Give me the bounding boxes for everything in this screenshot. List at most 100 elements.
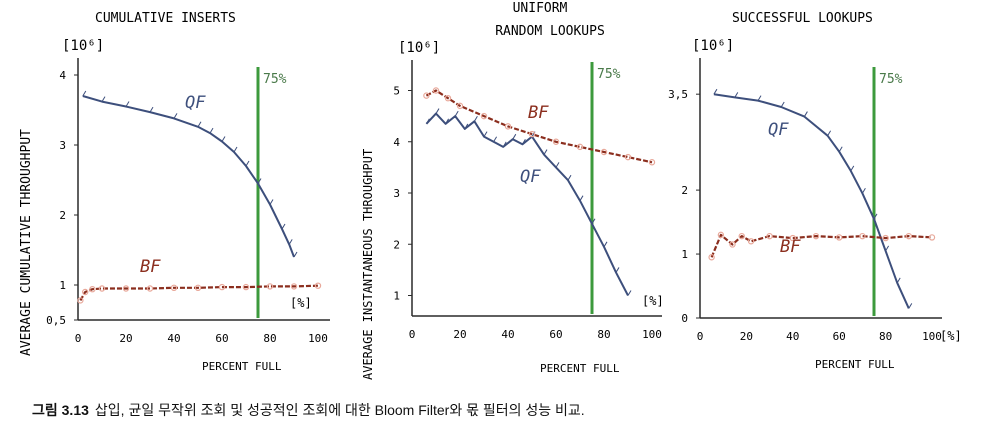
data-point-qf xyxy=(512,133,517,140)
x-axis-label: PERCENT FULL xyxy=(202,360,282,373)
y-tick-label: 2 xyxy=(393,238,400,251)
x-unit-label: [%] xyxy=(642,294,664,308)
data-point-bf xyxy=(708,254,715,261)
series-line-bf xyxy=(425,89,653,164)
series-line-qf xyxy=(425,112,629,296)
y-unit-label: [10⁶] xyxy=(398,40,440,56)
data-point-bf xyxy=(444,94,452,102)
data-point-bf xyxy=(122,285,130,292)
figure-caption-text: 삽입, 균일 무작위 조회 및 성공적인 조회에 대한 Bloom Filter… xyxy=(94,402,585,418)
data-point-bf xyxy=(717,231,725,239)
data-point-qf xyxy=(82,90,87,97)
data-point-bf xyxy=(146,285,154,292)
x-unit-label: [%] xyxy=(940,329,962,343)
data-point-qf xyxy=(603,241,608,248)
data-point-bf xyxy=(194,284,202,291)
x-tick-label: 80 xyxy=(879,330,892,343)
data-point-qf xyxy=(850,165,855,172)
data-point-bf xyxy=(89,286,96,293)
data-point-bf xyxy=(729,241,736,248)
y-unit-label: [10⁶] xyxy=(692,38,734,54)
data-point-bf xyxy=(552,138,560,145)
data-point-bf xyxy=(290,283,298,290)
data-point-qf xyxy=(838,146,843,152)
data-point-qf xyxy=(780,101,785,108)
x-tick-label: 60 xyxy=(833,330,846,343)
data-point-qf xyxy=(734,92,739,98)
y-axis-label: AVERAGE INSTANTANEOUS THROUGHPUT xyxy=(361,149,375,380)
threshold-label: 75% xyxy=(597,67,621,82)
x-unit-label: [%] xyxy=(290,296,312,310)
data-point-qf xyxy=(885,245,890,252)
data-point-qf xyxy=(101,96,106,102)
data-point-bf xyxy=(77,297,84,304)
data-point-bf xyxy=(859,232,866,240)
data-point-qf xyxy=(197,121,202,128)
x-tick-label: 100 xyxy=(922,330,942,343)
series-line-bf xyxy=(710,233,933,258)
data-point-qf xyxy=(435,108,440,114)
data-point-qf xyxy=(173,113,178,119)
chart-title: SUCCESSFUL LOOKUPS xyxy=(732,11,873,26)
data-point-qf xyxy=(245,160,250,167)
data-point-qf xyxy=(293,251,298,258)
y-axis-label: AVERAGE CUMULATIVE THROUGHPUT xyxy=(19,129,34,356)
data-point-bf xyxy=(905,232,913,240)
data-point-bf xyxy=(314,282,322,289)
threshold-label: 75% xyxy=(879,72,903,87)
figure-caption: 그림 3.13 삽입, 균일 무작위 조회 및 성공적인 조회에 대한 Bloom… xyxy=(32,400,585,420)
y-tick-label: 2 xyxy=(681,184,688,197)
data-point-qf xyxy=(281,223,286,230)
x-tick-label: 60 xyxy=(549,328,562,341)
data-point-qf xyxy=(483,131,488,137)
data-point-qf xyxy=(221,136,226,142)
data-point-qf xyxy=(445,118,450,125)
y-tick-label: 5 xyxy=(393,85,400,98)
data-point-bf xyxy=(528,130,536,138)
y-tick-label: 0 xyxy=(681,312,688,325)
y-tick-label: 3,5 xyxy=(668,88,688,101)
y-tick-label: 2 xyxy=(59,209,66,222)
data-point-bf xyxy=(218,283,226,291)
data-point-bf xyxy=(98,285,106,292)
data-point-qf xyxy=(908,303,913,309)
data-point-bf xyxy=(456,102,464,110)
x-tick-label: 20 xyxy=(119,332,132,345)
data-point-bf xyxy=(480,112,488,120)
data-point-bf xyxy=(504,123,512,130)
data-point-qf xyxy=(464,123,469,130)
data-point-qf xyxy=(543,149,548,155)
y-unit-label: [10⁶] xyxy=(62,38,104,54)
x-tick-label: 0 xyxy=(697,330,704,343)
data-point-bf xyxy=(789,234,797,242)
x-tick-label: 20 xyxy=(740,330,753,343)
data-point-qf xyxy=(493,136,498,143)
x-tick-label: 0 xyxy=(75,332,82,345)
y-tick-label: 1 xyxy=(393,290,400,303)
chart-title: CUMULATIVE INSERTS xyxy=(95,11,236,26)
figure-number: 그림 3.13 xyxy=(32,402,89,418)
series-label-qf: QF xyxy=(520,167,541,187)
x-tick-label: 40 xyxy=(167,332,180,345)
x-tick-label: 60 xyxy=(215,332,228,345)
data-point-qf xyxy=(125,101,130,107)
data-point-qf xyxy=(861,188,866,194)
data-point-qf xyxy=(757,95,762,101)
data-point-bf xyxy=(766,232,773,240)
series-label-qf: QF xyxy=(185,93,206,113)
data-point-qf xyxy=(827,130,832,137)
data-point-bf xyxy=(423,92,430,99)
data-point-bf xyxy=(747,238,755,245)
data-point-qf xyxy=(473,115,478,122)
series-line-qf xyxy=(82,95,295,258)
chart-title: UNIFORM xyxy=(513,1,568,16)
x-tick-label: 100 xyxy=(308,332,328,345)
data-point-qf xyxy=(627,290,632,296)
series-line-qf xyxy=(713,93,910,309)
x-tick-label: 0 xyxy=(409,328,416,341)
data-point-bf xyxy=(648,159,656,166)
data-point-qf xyxy=(288,239,293,245)
data-point-bf xyxy=(738,232,745,240)
x-tick-label: 20 xyxy=(453,328,466,341)
data-point-bf xyxy=(882,234,889,242)
